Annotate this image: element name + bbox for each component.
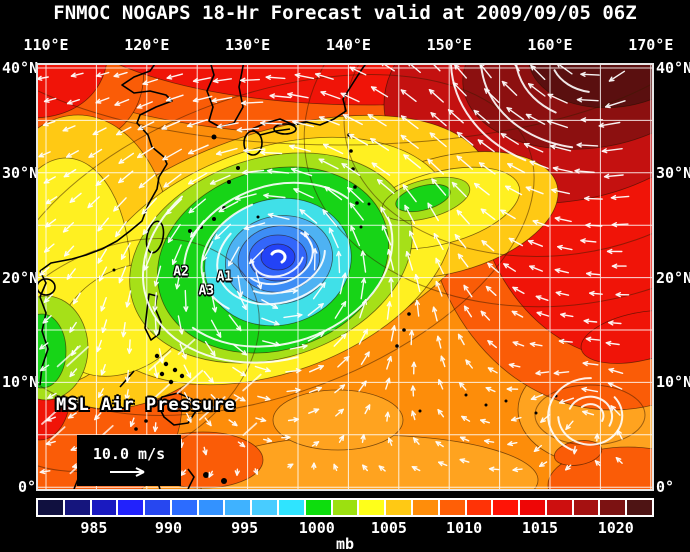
colorbar-tick: 1020 [597, 519, 634, 537]
colorbar-tick: 985 [80, 519, 108, 537]
colorbar-tick: 1005 [370, 519, 407, 537]
lat-tick-label: 30°N [656, 163, 690, 182]
map-canvas: A1 A2 A3 MSL Air Pressure 10.0 m/s [36, 63, 654, 491]
lat-tick-label: 0° [656, 478, 675, 497]
colorbar-cell [386, 500, 411, 515]
wind-scale-arrow-icon [110, 467, 145, 477]
lat-tick-label: 40°N [656, 59, 690, 77]
lat-tick-label: 20°N [656, 268, 690, 287]
lon-tick-label: 140°E [325, 36, 371, 54]
colorbar-cell [359, 500, 385, 515]
colorbar-cell [171, 500, 197, 515]
colorbar-cell [520, 500, 545, 515]
colorbar-cell [412, 500, 438, 515]
lat-tick-label: 10°N [656, 373, 690, 392]
pressure-contour-fills [38, 65, 652, 489]
cyclone-center-curl-icon [270, 249, 287, 264]
colorbar-cell [145, 500, 170, 515]
lon-tick-label: 120°E [124, 36, 170, 54]
colorbar-cell [466, 500, 492, 515]
lat-tick-label: 40°N [2, 59, 39, 77]
pressure-field-plot [38, 65, 652, 489]
lon-tick-label: 110°E [23, 36, 69, 54]
colorbar-cell [305, 500, 331, 515]
lon-tick-label: 150°E [426, 36, 472, 54]
field-name-label: MSL Air Pressure [56, 395, 236, 415]
colorbar-tick: 1000 [298, 519, 335, 537]
colorbar-unit-label: mb [335, 535, 355, 552]
lat-tick-label: 30°N [2, 163, 39, 182]
pressure-colorbar [36, 498, 654, 517]
colorbar-cell [627, 500, 652, 515]
colorbar-cell [252, 500, 278, 515]
colorbar-tick-labels: 985 990 995 1000 1005 1010 1015 1020 [38, 519, 652, 537]
storm-position-label: A3 [198, 283, 215, 299]
page-title: FNMOC NOGAPS 18-Hr Forecast valid at 200… [53, 2, 637, 24]
colorbar-cell [38, 500, 63, 515]
lat-tick-label: 0° [17, 478, 36, 497]
colorbar-cell [91, 500, 117, 515]
storm-position-label: A2 [173, 264, 189, 280]
colorbar-tick: 995 [231, 519, 259, 537]
wind-scale-value: 10.0 m/s [92, 445, 166, 463]
colorbar-cell [493, 500, 519, 515]
colorbar-tick: 1010 [446, 519, 483, 537]
colorbar-cell [118, 500, 144, 515]
storm-position-label: A1 [216, 269, 233, 285]
graticule [38, 65, 652, 489]
colorbar-cell [64, 500, 90, 515]
colorbar-tick: 990 [154, 519, 183, 537]
colorbar-tick: 1015 [521, 519, 558, 537]
colorbar-cell [279, 500, 304, 515]
colorbar-cell [439, 500, 465, 515]
lat-tick-label: 20°N [2, 268, 39, 287]
colorbar-cell [332, 500, 358, 515]
wind-scale-legend: 10.0 m/s [77, 435, 181, 486]
colorbar-cell [600, 500, 626, 515]
lon-tick-label: 170°E [628, 36, 674, 54]
colorbar-cell [546, 500, 572, 515]
colorbar-cell [573, 500, 599, 515]
lon-tick-label: 130°E [225, 36, 271, 54]
colorbar-cell [225, 500, 251, 515]
lat-tick-label: 10°N [2, 373, 39, 392]
lon-tick-label: 160°E [527, 36, 573, 54]
colorbar-cell [198, 500, 224, 515]
coastlines [38, 65, 558, 489]
